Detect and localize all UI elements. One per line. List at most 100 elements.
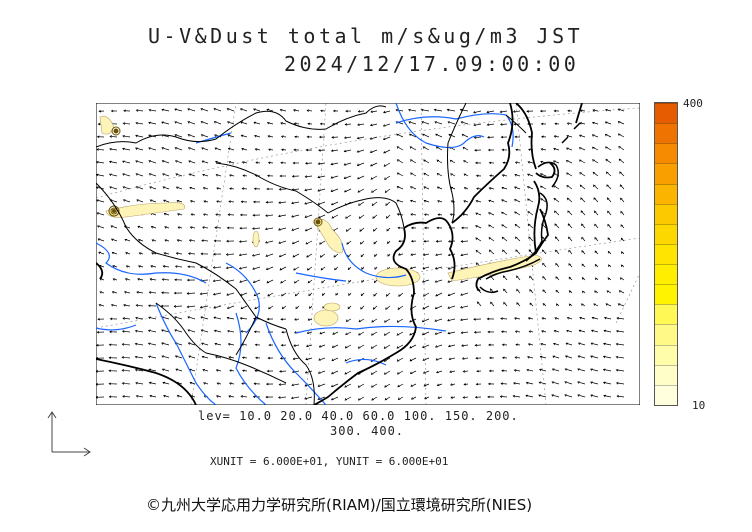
wind-vector [241,134,248,138]
wind-vector-head [409,332,412,336]
wind-vector [460,266,469,270]
wind-vector [122,186,131,190]
wind-vector-head [539,109,543,113]
wind-vector-head [227,329,230,333]
wind-vector-head [487,148,491,152]
wind-vector-head [514,211,517,214]
wind-vector [422,331,430,336]
wind-vector-head [201,239,204,242]
wind-vector-head [134,329,138,333]
wind-vector [161,342,170,346]
wind-vector-head [423,172,426,176]
wind-vector-head [582,290,585,294]
wind-vector-head [110,225,114,228]
wind-vector-head [148,316,151,320]
wind-vector-head [254,135,257,138]
wind-vector [460,253,469,256]
wind-vector-head [200,134,204,137]
wind-vector-head [357,346,361,349]
wind-vector-head [422,358,426,361]
wind-vector-head [280,135,284,138]
wind-vector-head [477,301,480,304]
wind-vector-head [603,342,606,346]
wind-vector [578,355,586,359]
wind-vector-head [266,369,270,373]
wind-vector-head [174,329,177,332]
wind-vector [136,109,144,112]
wind-vector-head [374,254,377,257]
wind-vector [604,330,612,333]
wind-vector-head [360,293,364,297]
wind-vector [240,108,248,112]
wind-vector-head [461,344,464,347]
wind-vector-head [474,148,477,152]
wind-vector [162,382,170,385]
wind-vector-head [121,330,125,333]
wind-vector [265,214,274,217]
wind-vector-head [266,187,269,191]
wind-vector-head [436,226,439,230]
wind-vector [278,227,287,231]
wind-vector [331,370,339,375]
wind-vector-head [620,210,623,214]
wind-vector-head [214,226,218,230]
wind-vector [603,395,612,398]
wind-vector-head [361,280,364,283]
wind-vector [187,305,196,308]
wind-vector [148,316,157,320]
wind-vector-head [307,122,310,126]
wind-vector-head [334,280,338,284]
wind-vector-head [161,121,164,124]
wind-vector [552,368,560,372]
wind-vector-head [306,331,310,334]
wind-vector-head [281,293,284,297]
wind-vector-head [225,253,229,256]
wind-vector-head [437,396,441,399]
wind-vector-head [295,306,298,310]
wind-vector-head [373,241,377,245]
wind-vector [590,394,599,398]
wind-vector-head [241,382,244,385]
wind-vector [396,109,404,112]
wind-vector-head [384,372,387,375]
wind-vector [460,292,469,296]
wind-vector [266,108,274,112]
wind-vector-head [423,186,427,189]
wind-vector-head [515,343,519,347]
wind-vector [590,368,599,372]
wind-vector-head [188,252,191,255]
wind-vector [278,396,287,399]
wind-vector-head [225,266,229,270]
wind-vector-head [252,395,256,399]
wind-vector-head [267,356,271,360]
wind-vector-head [410,213,414,216]
wind-vector [591,342,599,346]
wind-vector [305,175,313,178]
wind-vector-head [446,108,450,112]
wind-vector-head [567,223,571,226]
wind-vector [318,214,326,219]
wind-vector-head [214,342,218,346]
wind-vector [162,173,170,177]
wind-vector [408,121,417,125]
wind-vector-head [187,134,191,137]
wind-vector-head [163,213,167,216]
wind-vector [278,240,287,244]
wind-vector-head [447,331,451,335]
wind-vector [241,330,248,333]
wind-vector [551,381,560,385]
wind-vector-head [383,164,387,167]
wind-vector-head [202,173,205,177]
wind-vector-head [436,383,440,386]
wind-vector [124,291,131,294]
wind-vector-head [109,135,113,138]
wind-vector-head [461,357,465,360]
wind-vector-head [527,317,531,320]
wind-vector [357,149,365,153]
wind-vector [422,279,430,283]
wind-vector-head [319,242,322,245]
wind-vector [397,213,404,216]
wind-vector-head [253,382,257,386]
wind-vector-head [501,186,505,190]
wind-vector [605,109,612,112]
